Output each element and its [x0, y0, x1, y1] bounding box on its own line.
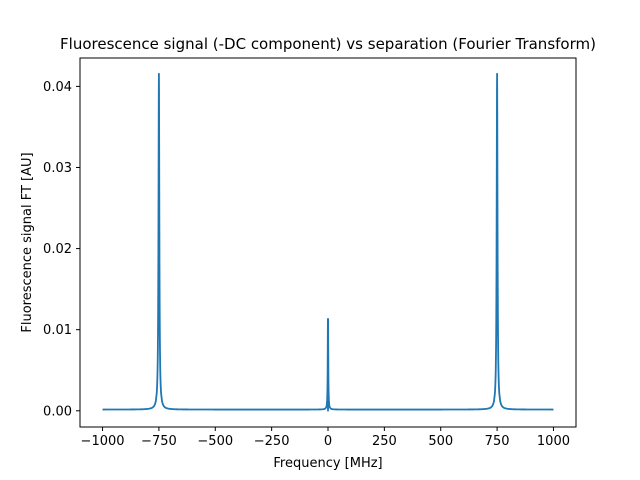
- chart-title: Fluorescence signal (-DC component) vs s…: [60, 35, 596, 53]
- y-tick-label: 0.00: [43, 404, 72, 419]
- y-axis: 0.00 0.01 0.02 0.03 0.04: [43, 80, 80, 419]
- y-tick-label: 0.01: [43, 323, 72, 338]
- x-axis-label: Frequency [MHz]: [273, 456, 382, 471]
- x-tick-label: 750: [485, 434, 510, 449]
- x-tick-label: 500: [428, 434, 453, 449]
- x-tick-label: −250: [254, 434, 290, 449]
- y-tick-label: 0.03: [43, 161, 72, 176]
- x-tick-label: −750: [141, 434, 177, 449]
- x-tick-label: 0: [324, 434, 332, 449]
- y-axis-label: Fluorescence signal FT [AU]: [20, 152, 35, 332]
- y-tick-label: 0.04: [43, 80, 72, 95]
- x-axis: −1000 −750 −500 −250 0 250 500 750 1000: [81, 427, 570, 449]
- x-tick-label: 250: [372, 434, 397, 449]
- x-tick-label: −500: [197, 434, 233, 449]
- y-tick-label: 0.02: [43, 242, 72, 257]
- x-tick-label: 1000: [537, 434, 570, 449]
- series-line: [102, 72, 554, 412]
- x-tick-label: −1000: [81, 434, 125, 449]
